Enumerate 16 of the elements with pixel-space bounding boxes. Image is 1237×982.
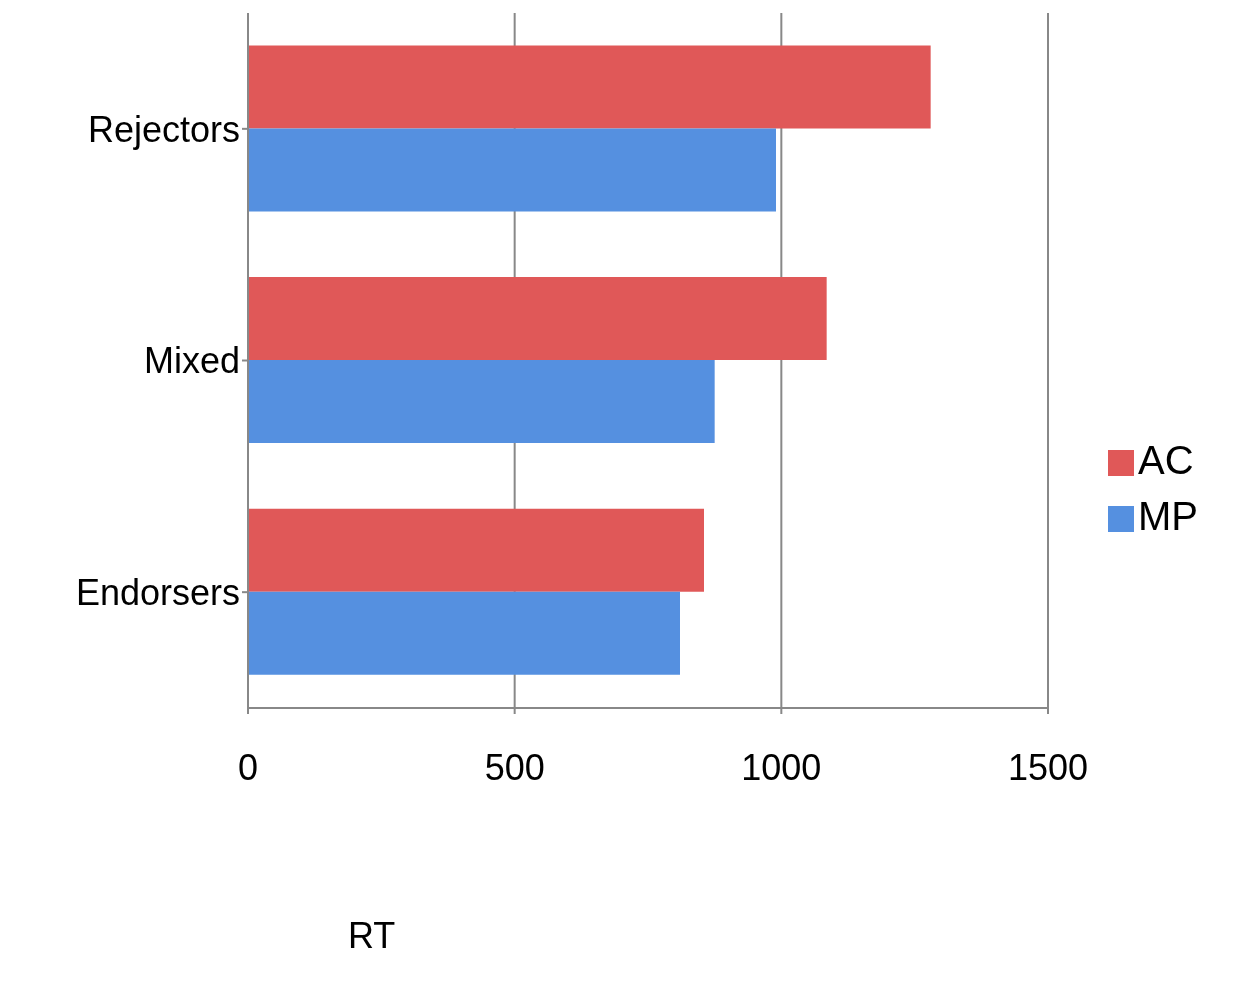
bar [248, 45, 931, 129]
x-tick-label: 1000 [741, 746, 822, 788]
x-tick-label: 1500 [1007, 746, 1089, 788]
bar [248, 508, 704, 592]
bar [248, 277, 827, 361]
x-axis-title: RT [348, 915, 396, 956]
bar [248, 128, 776, 212]
y-tick-label: Endorsers [75, 571, 240, 613]
y-tick-label: Rejectors [87, 108, 240, 150]
legend-label: AC [1138, 438, 1194, 482]
bar [248, 591, 680, 675]
x-tick-label: 0 [237, 746, 259, 788]
y-tick-label: Mixed [143, 340, 240, 382]
x-tick-label: 500 [484, 746, 545, 788]
bar [248, 360, 715, 444]
legend-label: MP [1138, 494, 1198, 538]
